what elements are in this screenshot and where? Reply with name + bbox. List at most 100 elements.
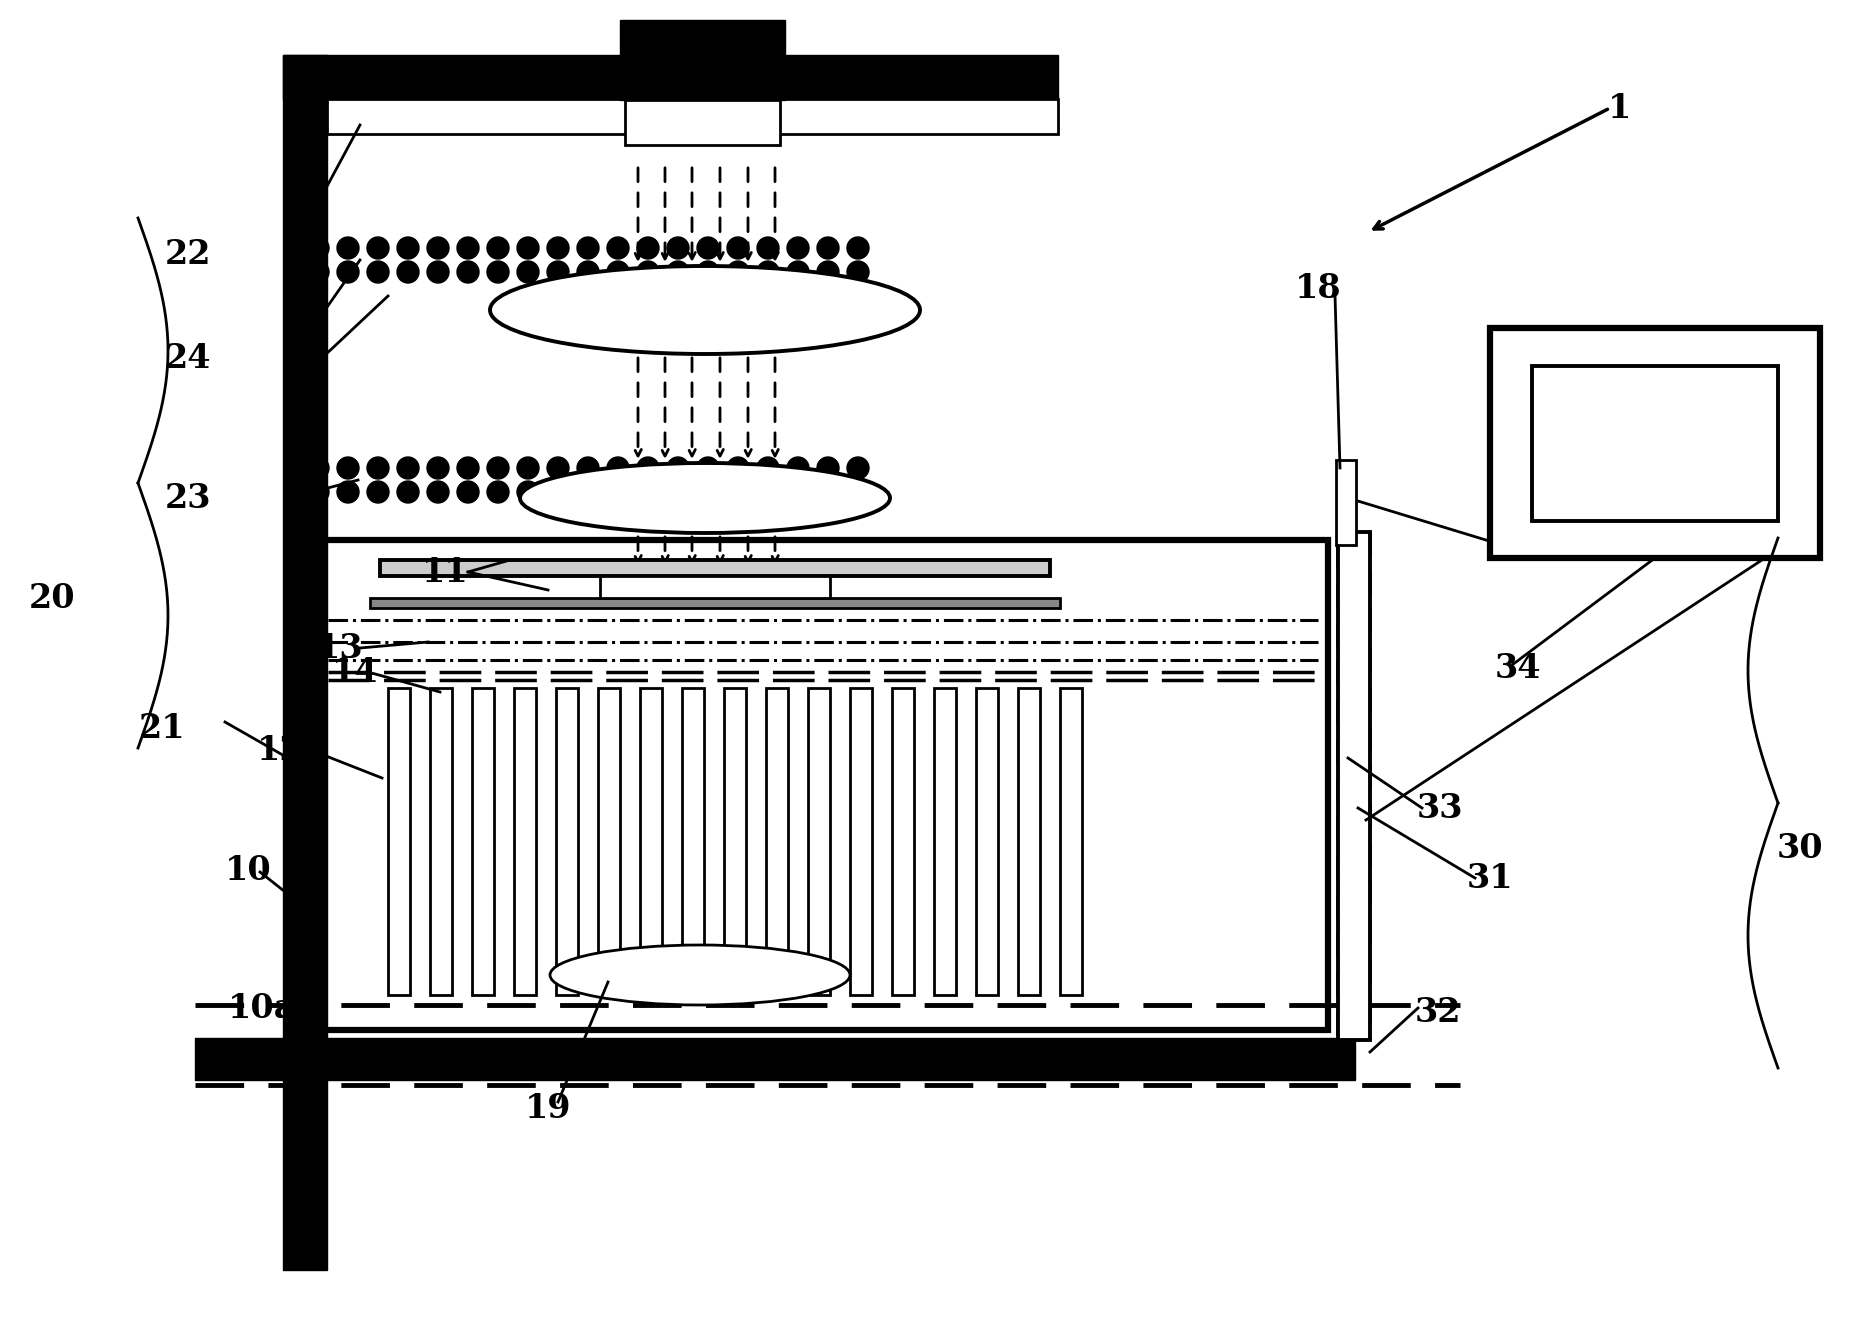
- Circle shape: [756, 237, 778, 260]
- Circle shape: [756, 457, 778, 479]
- Bar: [282, 55, 1057, 98]
- Text: 18: 18: [1294, 272, 1341, 305]
- Bar: [765, 688, 787, 996]
- Circle shape: [336, 480, 358, 503]
- Bar: [639, 688, 661, 996]
- Ellipse shape: [550, 945, 849, 1005]
- Circle shape: [487, 457, 509, 479]
- Text: 20: 20: [28, 582, 76, 615]
- Text: 19: 19: [524, 1091, 570, 1125]
- Bar: [891, 688, 914, 996]
- Circle shape: [726, 457, 748, 479]
- Circle shape: [696, 480, 719, 503]
- Circle shape: [756, 261, 778, 284]
- Circle shape: [667, 261, 689, 284]
- Circle shape: [427, 237, 449, 260]
- Bar: [1060, 688, 1081, 996]
- Bar: [282, 55, 327, 1270]
- Bar: [1337, 532, 1369, 1040]
- Bar: [1532, 366, 1777, 520]
- Circle shape: [667, 457, 689, 479]
- Circle shape: [546, 480, 568, 503]
- Circle shape: [487, 237, 509, 260]
- Circle shape: [607, 457, 630, 479]
- Circle shape: [457, 261, 479, 284]
- Text: 14: 14: [332, 655, 379, 688]
- Circle shape: [516, 261, 539, 284]
- Ellipse shape: [520, 463, 890, 532]
- Circle shape: [637, 237, 659, 260]
- Bar: [381, 560, 1049, 576]
- Circle shape: [306, 237, 329, 260]
- Circle shape: [546, 261, 568, 284]
- Circle shape: [726, 237, 748, 260]
- Circle shape: [847, 480, 869, 503]
- Circle shape: [306, 261, 329, 284]
- Circle shape: [607, 261, 630, 284]
- Circle shape: [336, 237, 358, 260]
- Circle shape: [847, 457, 869, 479]
- Bar: [514, 688, 535, 996]
- Circle shape: [368, 480, 388, 503]
- Circle shape: [578, 237, 598, 260]
- Circle shape: [397, 480, 420, 503]
- Text: 24: 24: [165, 342, 212, 374]
- Circle shape: [368, 237, 388, 260]
- Bar: [598, 688, 620, 996]
- Text: 31: 31: [1465, 861, 1512, 894]
- Circle shape: [578, 480, 598, 503]
- Bar: [388, 688, 410, 996]
- Circle shape: [546, 457, 568, 479]
- Circle shape: [726, 261, 748, 284]
- Circle shape: [787, 261, 808, 284]
- Circle shape: [516, 237, 539, 260]
- Circle shape: [427, 480, 449, 503]
- Circle shape: [756, 480, 778, 503]
- Circle shape: [847, 261, 869, 284]
- Bar: [318, 540, 1328, 1030]
- Bar: [1489, 327, 1820, 558]
- Circle shape: [637, 261, 659, 284]
- Bar: [327, 98, 1057, 134]
- Circle shape: [696, 237, 719, 260]
- Circle shape: [457, 480, 479, 503]
- Bar: [1018, 688, 1040, 996]
- Bar: [808, 688, 830, 996]
- Circle shape: [696, 457, 719, 479]
- Text: 22: 22: [165, 238, 212, 272]
- Circle shape: [546, 237, 568, 260]
- Bar: [429, 688, 451, 996]
- Circle shape: [817, 480, 839, 503]
- Circle shape: [427, 261, 449, 284]
- Circle shape: [607, 237, 630, 260]
- Circle shape: [578, 457, 598, 479]
- Bar: [600, 576, 830, 598]
- Circle shape: [637, 480, 659, 503]
- Circle shape: [817, 237, 839, 260]
- Circle shape: [397, 457, 420, 479]
- Circle shape: [368, 457, 388, 479]
- Text: 10a: 10a: [228, 992, 295, 1025]
- Circle shape: [726, 480, 748, 503]
- Circle shape: [667, 237, 689, 260]
- Circle shape: [306, 480, 329, 503]
- Text: 10: 10: [225, 853, 271, 886]
- Circle shape: [336, 457, 358, 479]
- Bar: [624, 100, 780, 145]
- Circle shape: [336, 261, 358, 284]
- Circle shape: [787, 457, 808, 479]
- Circle shape: [578, 261, 598, 284]
- Circle shape: [637, 457, 659, 479]
- Circle shape: [457, 457, 479, 479]
- Circle shape: [787, 480, 808, 503]
- Text: 32: 32: [1413, 996, 1460, 1029]
- Text: 12: 12: [256, 733, 303, 767]
- Bar: [620, 20, 784, 100]
- Circle shape: [516, 480, 539, 503]
- Bar: [849, 688, 871, 996]
- Circle shape: [817, 261, 839, 284]
- Bar: [472, 688, 494, 996]
- Bar: [195, 1038, 1354, 1079]
- Text: 21: 21: [139, 712, 186, 744]
- Bar: [975, 688, 997, 996]
